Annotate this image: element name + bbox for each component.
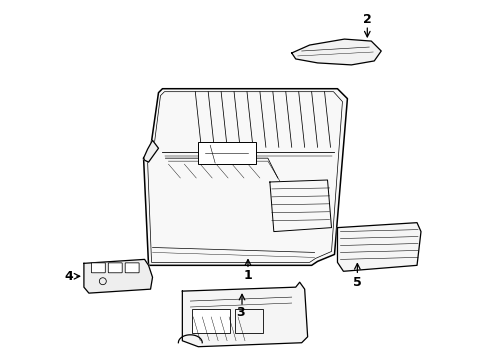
- Text: 4: 4: [65, 270, 74, 283]
- Polygon shape: [292, 39, 381, 65]
- Text: 1: 1: [244, 269, 252, 282]
- Polygon shape: [84, 260, 152, 293]
- Text: 2: 2: [363, 13, 372, 26]
- Polygon shape: [144, 140, 158, 162]
- Text: 3: 3: [236, 306, 245, 319]
- FancyBboxPatch shape: [125, 263, 139, 273]
- FancyBboxPatch shape: [91, 263, 105, 273]
- Text: 5: 5: [353, 276, 362, 289]
- Polygon shape: [338, 223, 421, 271]
- FancyBboxPatch shape: [198, 142, 256, 164]
- FancyBboxPatch shape: [192, 309, 230, 333]
- Polygon shape: [182, 282, 308, 347]
- Polygon shape: [144, 89, 347, 265]
- FancyBboxPatch shape: [108, 263, 122, 273]
